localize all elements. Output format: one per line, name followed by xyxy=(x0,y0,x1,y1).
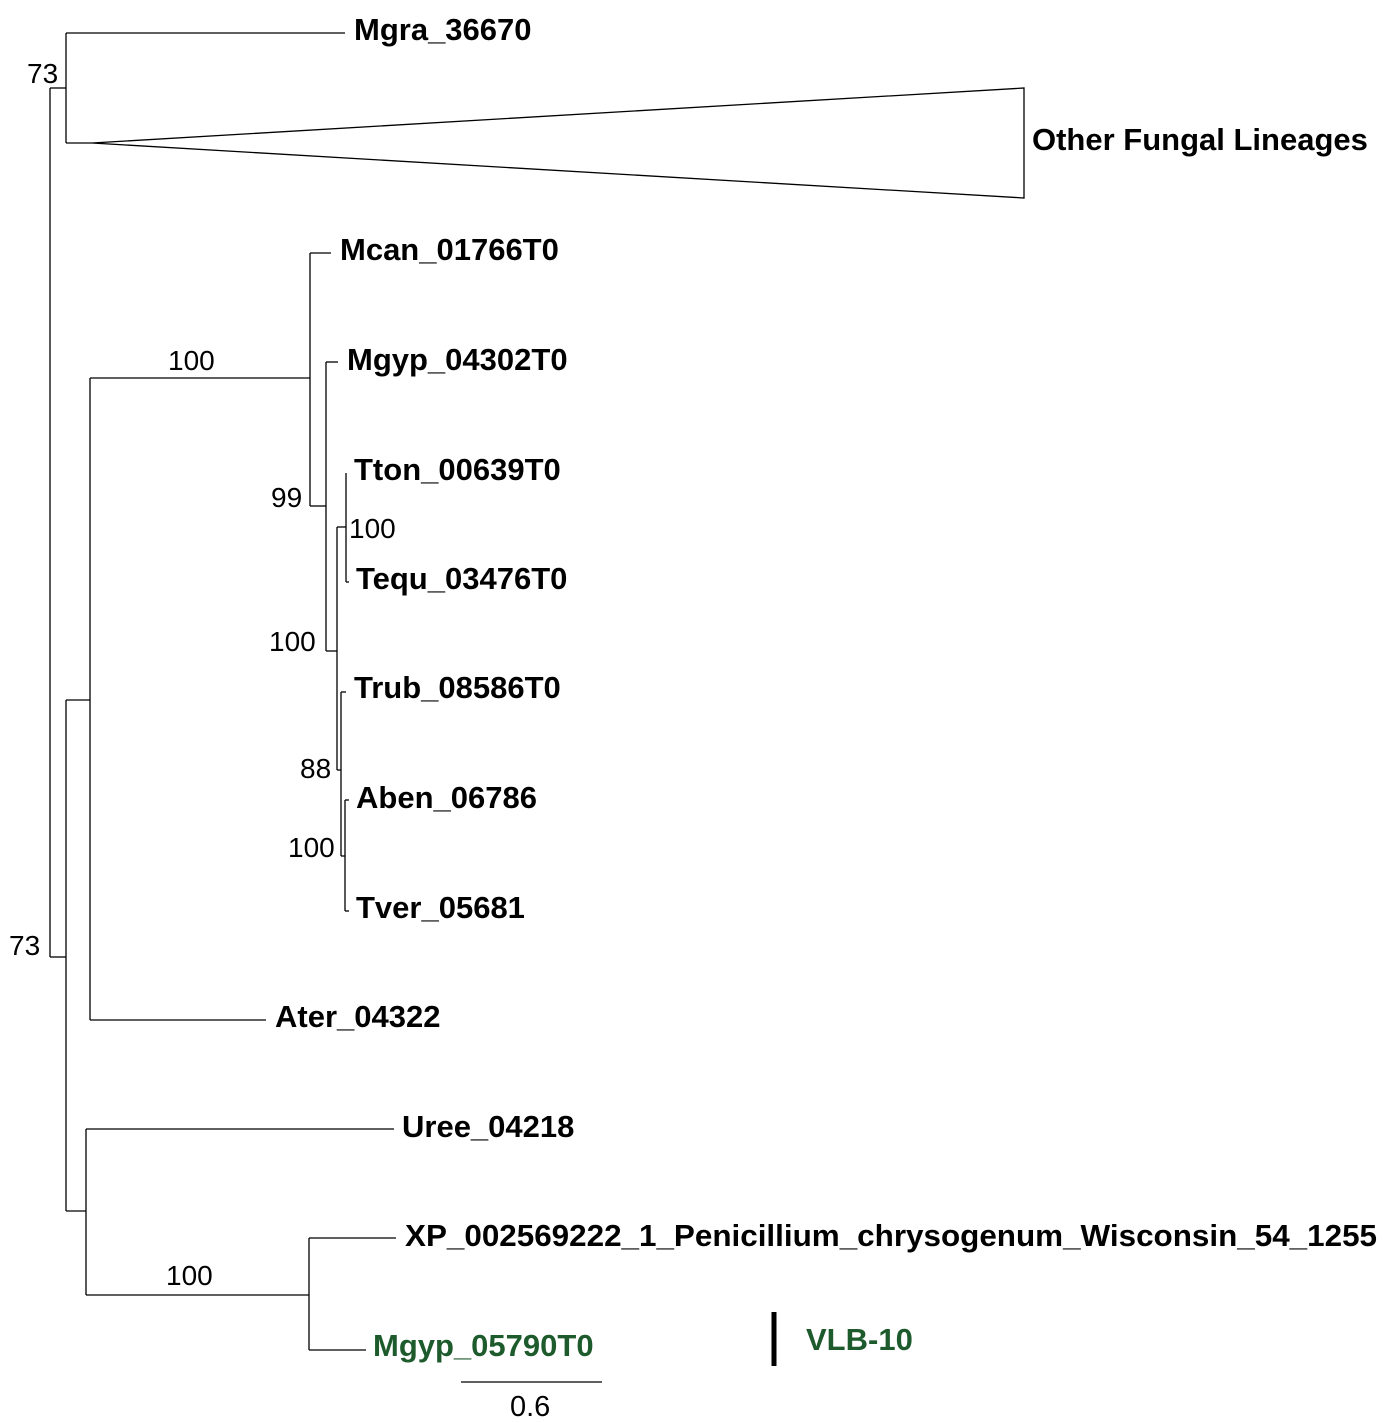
leaf-mgyp-04302: Mgyp_04302T0 xyxy=(347,342,568,377)
leaf-labels: Mgra_36670 Other Fungal Lineages Mcan_01… xyxy=(275,12,1377,1363)
support-88: 88 xyxy=(300,753,331,784)
leaf-mgra: Mgra_36670 xyxy=(354,12,532,47)
leaf-mcan: Mcan_01766T0 xyxy=(340,232,559,267)
leaf-aben: Aben_06786 xyxy=(356,780,537,815)
support-penicillium-clade: 100 xyxy=(166,1260,213,1291)
support-dermatophyte-clade: 100 xyxy=(168,345,215,376)
support-root: 73 xyxy=(9,930,40,961)
leaf-tequ: Tequ_03476T0 xyxy=(356,561,567,596)
leaf-mgyp-05790: Mgyp_05790T0 xyxy=(373,1328,594,1363)
support-inner-100: 100 xyxy=(269,626,316,657)
tree-branches xyxy=(49,32,396,1351)
leaf-penicillium: XP_002569222_1_Penicillium_chrysogenum_W… xyxy=(405,1218,1377,1253)
leaf-other-fungal-lineages: Other Fungal Lineages xyxy=(1032,122,1368,157)
support-values: 73 73 100 99 100 100 88 100 100 xyxy=(9,58,396,1291)
leaf-tver: Tver_05681 xyxy=(356,890,525,925)
support-aben-tver: 100 xyxy=(288,832,335,863)
clade-label-vlb10: VLB-10 xyxy=(806,1322,913,1357)
leaf-ater: Ater_04322 xyxy=(275,999,440,1034)
collapsed-clade-triangle xyxy=(91,87,1025,199)
support-99: 99 xyxy=(271,482,302,513)
scale-bar-label: 0.6 xyxy=(510,1391,550,1423)
support-tton-tequ: 100 xyxy=(349,513,396,544)
leaf-trub: Trub_08586T0 xyxy=(354,670,561,705)
support-top: 73 xyxy=(27,58,58,89)
leaf-tton: Tton_00639T0 xyxy=(354,452,561,487)
leaf-uree: Uree_04218 xyxy=(402,1109,574,1144)
